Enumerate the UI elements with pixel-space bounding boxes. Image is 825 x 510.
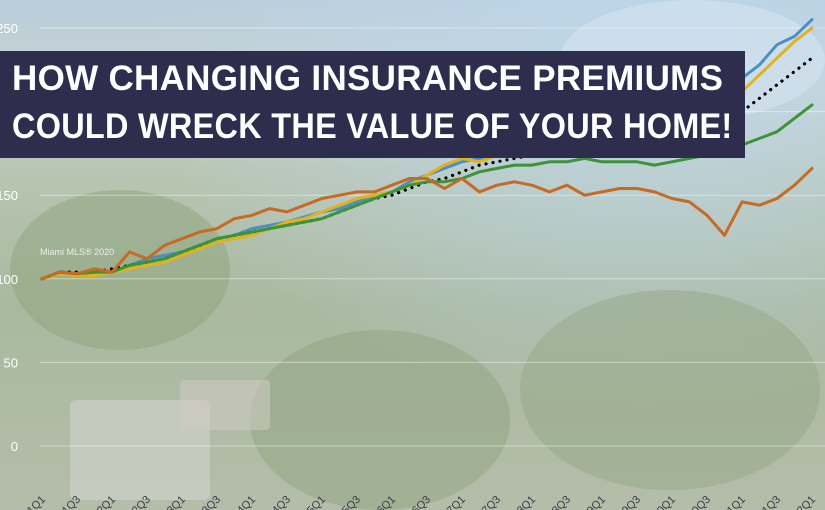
x-tick-label: 2015Q3	[327, 494, 363, 510]
x-tick-label: 2011Q3	[48, 494, 84, 510]
x-tick-label: 2014Q3	[257, 494, 293, 510]
title-line-1: HOW CHANGING INSURANCE PREMIUMS	[12, 59, 724, 98]
x-tick-label: 2019Q3	[607, 494, 643, 510]
x-tick-label: 2011Q1	[13, 494, 49, 510]
x-tick-label: 2012Q3	[117, 494, 153, 510]
y-tick-label: 100	[0, 272, 18, 287]
x-tick-label: 2013Q3	[187, 494, 223, 510]
x-tick-label: 2016Q1	[362, 494, 398, 510]
tree-cluster	[250, 330, 510, 510]
y-tick-label: 50	[4, 355, 18, 370]
mls-watermark: Miami MLS® 2020	[40, 247, 115, 257]
series-line-4	[40, 103, 814, 281]
x-tick-label: 2020Q1	[642, 494, 678, 510]
title-line-2: COULD WRECK THE VALUE OF YOUR HOME!	[12, 107, 733, 146]
x-tick-label: 2014Q1	[222, 494, 258, 510]
grid-lines	[40, 27, 825, 447]
x-tick-label: 2018Q3	[537, 494, 573, 510]
x-tick-label: 2018Q1	[502, 494, 538, 510]
title-banner: HOW CHANGING INSURANCE PREMIUMS COULD WR…	[0, 51, 745, 158]
x-tick-label: 2021Q3	[747, 494, 783, 510]
x-tick-label: 2019Q1	[572, 494, 608, 510]
x-tick-label: 2021Q1	[712, 494, 748, 510]
x-tick-label: 2013Q1	[152, 494, 188, 510]
y-tick-label: 250	[0, 21, 18, 36]
x-tick-label: 2017Q1	[432, 494, 468, 510]
x-tick-label: 2015Q1	[292, 494, 328, 510]
x-axis-ticks: 2011Q12011Q32012Q12012Q32013Q12013Q32014…	[13, 494, 819, 510]
building-block	[180, 380, 270, 430]
y-tick-label: 0	[11, 439, 18, 454]
x-tick-label: 2022Q1	[782, 494, 818, 510]
tree-cluster	[520, 290, 820, 490]
series-line-5	[40, 166, 814, 281]
x-tick-label: 2016Q3	[397, 494, 433, 510]
x-tick-label: 2020Q3	[677, 494, 713, 510]
y-tick-label: 150	[0, 188, 18, 203]
x-tick-label: 2017Q3	[467, 494, 503, 510]
x-tick-label: 2012Q1	[82, 494, 118, 510]
